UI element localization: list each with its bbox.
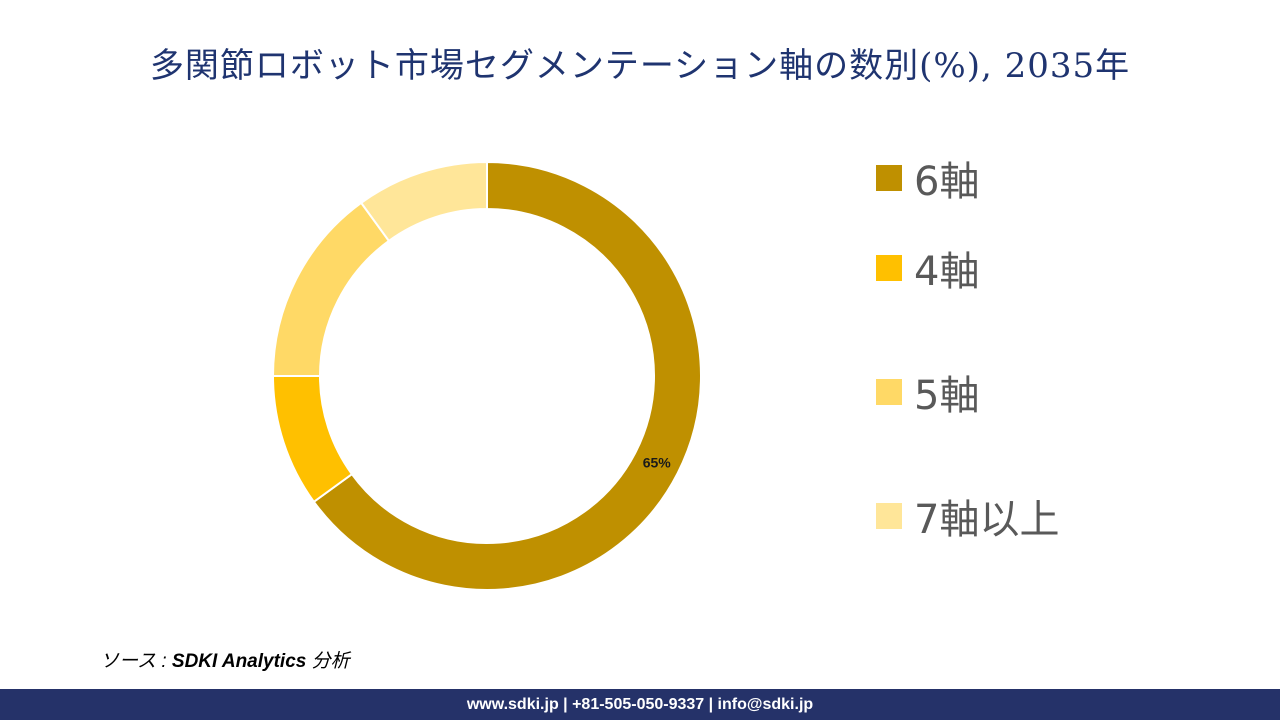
chart-title: 多関節ロボット市場セグメンテーション軸の数別(%), 2035年 <box>149 46 1131 86</box>
legend-swatch <box>876 255 902 281</box>
footer-contact: www.sdki.jp | +81-505-050-9337 | info@sd… <box>0 689 1280 720</box>
donut-slice-3 <box>271 201 391 377</box>
legend-label: 4軸 <box>914 249 980 295</box>
legend-item: 6軸 <box>876 150 1059 206</box>
legend-label: 5軸 <box>914 373 980 419</box>
legend-label: 6軸 <box>914 159 980 205</box>
donut-slice-4 <box>359 160 488 243</box>
donut-slice-1 <box>312 160 702 591</box>
donut-slice-2 <box>271 375 354 504</box>
legend-swatch <box>876 503 902 529</box>
legend-label: 7軸以上 <box>914 497 1060 543</box>
legend-swatch <box>876 379 902 405</box>
legend-item: 5軸 <box>876 330 1059 454</box>
legend-item: 7軸以上 <box>876 454 1059 578</box>
data-label: 65% <box>643 454 672 470</box>
source-note: ソース : SDKI Analytics 分析 <box>100 651 350 672</box>
legend-item: 4軸 <box>876 206 1059 330</box>
legend-swatch <box>876 165 902 191</box>
legend: 6軸 4軸 5軸 7軸以上 <box>876 150 1059 578</box>
